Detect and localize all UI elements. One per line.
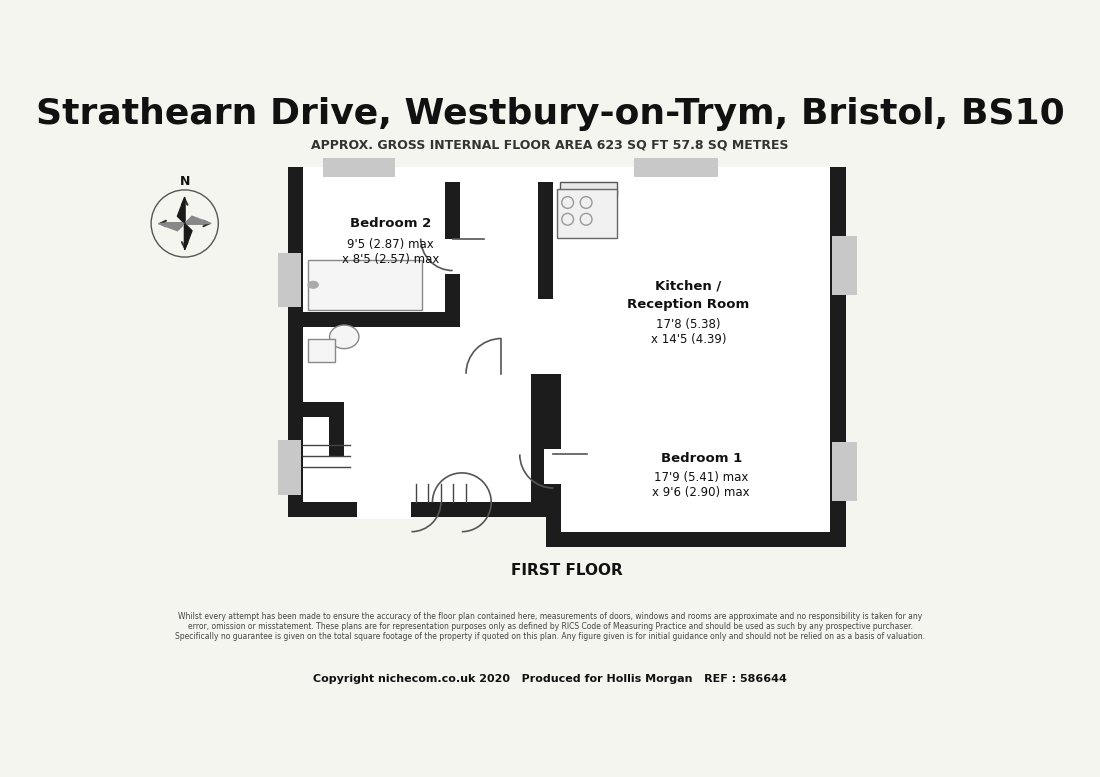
Text: Strathearn Drive, Westbury-on-Trym, Bristol, BS10: Strathearn Drive, Westbury-on-Trym, Bris… (35, 97, 1065, 131)
Bar (466, 369, 502, 391)
Bar (538, 183, 553, 299)
Text: x 8'5 (2.57) max: x 8'5 (2.57) max (342, 253, 439, 266)
Polygon shape (185, 224, 192, 250)
Text: 17'8 (5.38): 17'8 (5.38) (657, 318, 720, 331)
Bar (278, 253, 301, 308)
Text: Kitchen /: Kitchen / (656, 280, 722, 293)
Text: x 9'6 (2.90) max: x 9'6 (2.90) max (652, 486, 750, 499)
Bar (833, 236, 857, 294)
Bar (544, 448, 563, 484)
Text: 17'9 (5.41) max: 17'9 (5.41) max (654, 471, 748, 483)
Bar (443, 239, 463, 274)
Text: FIRST FLOOR: FIRST FLOOR (510, 563, 623, 578)
Bar (308, 260, 421, 310)
Bar (323, 158, 395, 177)
Bar (304, 374, 530, 502)
Text: N: N (179, 175, 190, 188)
Bar (356, 500, 411, 519)
Ellipse shape (308, 281, 318, 288)
Bar (304, 312, 460, 327)
Text: Reception Room: Reception Room (627, 298, 750, 312)
Bar (304, 167, 830, 374)
Polygon shape (177, 197, 185, 224)
Text: APPROX. GROSS INTERNAL FLOOR AREA 623 SQ FT 57.8 SQ METRES: APPROX. GROSS INTERNAL FLOOR AREA 623 SQ… (311, 139, 789, 152)
Bar (557, 189, 617, 238)
Bar (560, 183, 617, 196)
Text: Whilst every attempt has been made to ensure the accuracy of the floor plan cont: Whilst every attempt has been made to en… (175, 611, 925, 642)
Bar (446, 183, 460, 327)
Text: Copyright nichecom.co.uk 2020   Produced for Hollis Morgan   REF : 586644: Copyright nichecom.co.uk 2020 Produced f… (314, 674, 786, 685)
Text: Bedroom 1: Bedroom 1 (660, 452, 741, 465)
Bar (546, 374, 846, 547)
Bar (304, 402, 344, 416)
Polygon shape (185, 216, 211, 224)
Bar (560, 183, 617, 196)
Bar (833, 442, 857, 500)
Bar (561, 374, 830, 531)
Bar (288, 167, 846, 389)
Text: Bedroom 2: Bedroom 2 (350, 217, 431, 230)
Ellipse shape (330, 325, 359, 349)
Bar (634, 158, 718, 177)
Polygon shape (158, 224, 185, 231)
Text: 9'5 (2.87) max: 9'5 (2.87) max (348, 238, 433, 251)
Bar (308, 339, 336, 362)
Text: x 14'5 (4.39): x 14'5 (4.39) (651, 333, 726, 346)
Bar (288, 374, 546, 517)
Bar (329, 416, 344, 456)
Bar (278, 440, 301, 495)
